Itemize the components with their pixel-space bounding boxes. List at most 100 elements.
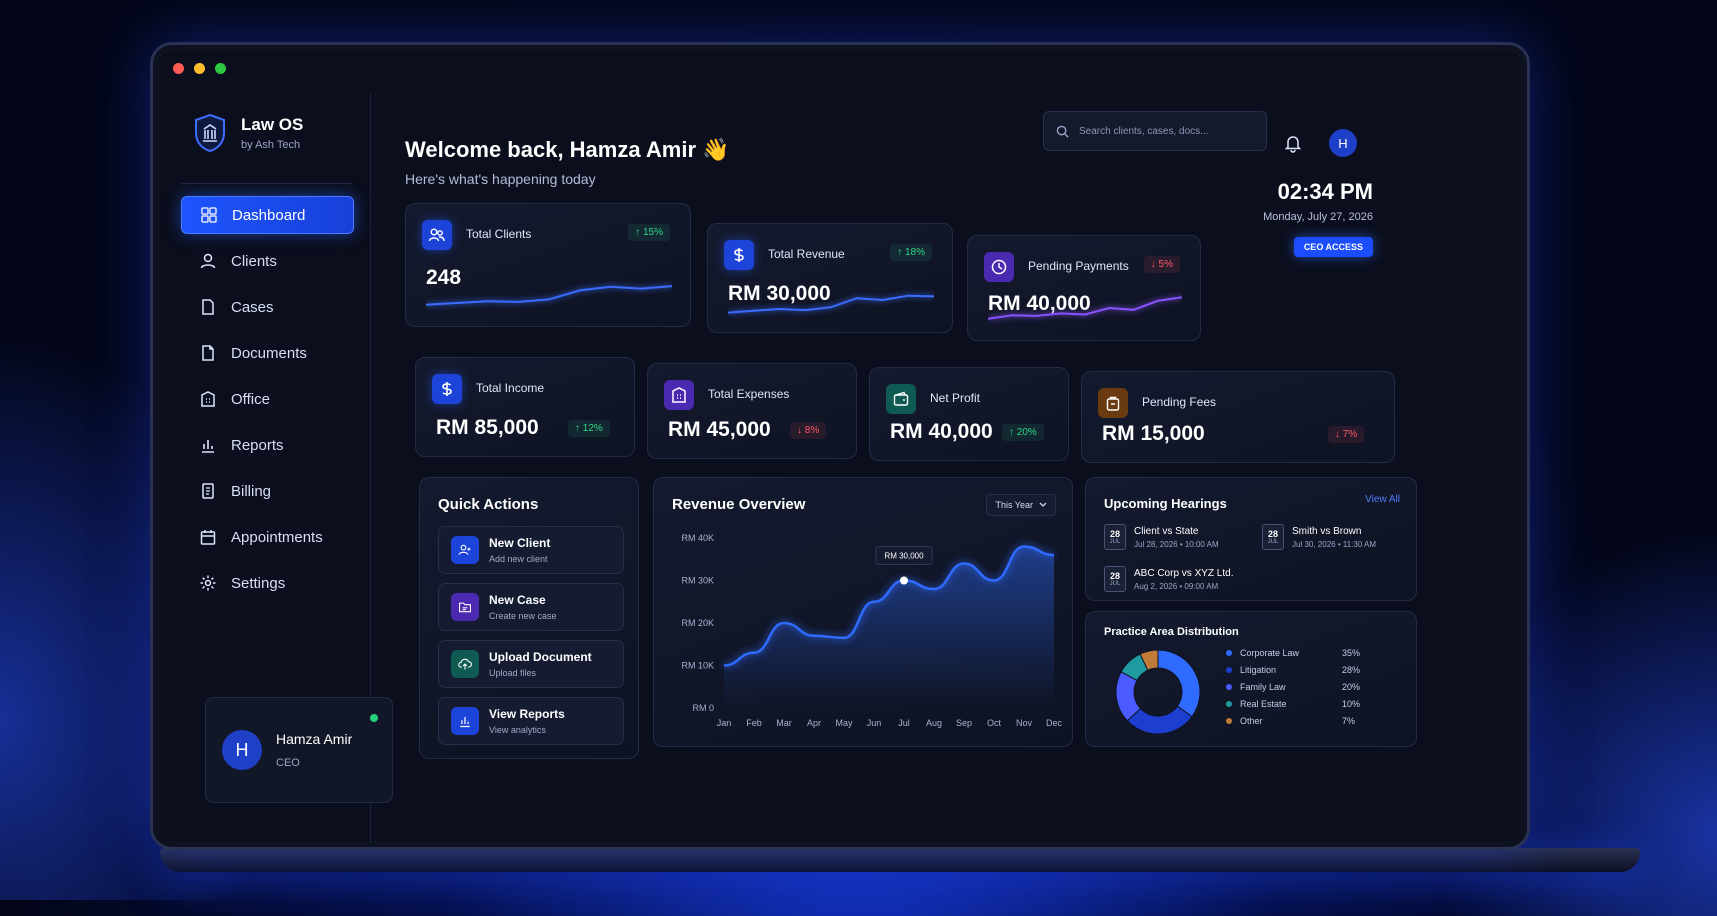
sidebar-item-office[interactable]: Office bbox=[181, 380, 354, 418]
kpi-value: RM 40,000 bbox=[988, 292, 1091, 315]
legend-percent: 20% bbox=[1342, 682, 1361, 692]
building-icon-badge bbox=[664, 380, 694, 410]
kpi-value: RM 85,000 bbox=[436, 416, 539, 439]
access-badge[interactable]: CEO ACCESS bbox=[1293, 237, 1373, 257]
practice-donut-chart bbox=[1115, 649, 1201, 735]
divider bbox=[181, 183, 352, 184]
y-tick-label: RM 30K bbox=[681, 576, 714, 586]
kpi-card-net-profit[interactable]: Net Profit RM 40,000 ↑ 20% bbox=[869, 367, 1069, 461]
avatar: H bbox=[222, 730, 262, 770]
view-all-link[interactable]: View All bbox=[1365, 494, 1400, 505]
hearing-datetime: Jul 28, 2026 • 10:00 AM bbox=[1134, 539, 1219, 549]
hearing-item[interactable]: 28 JUL Smith vs Brown Jul 30, 2026 • 11:30 … bbox=[1262, 524, 1376, 550]
sidebar-item-label: Clients bbox=[231, 252, 277, 270]
app-window: Law OS by Ash Tech Dashboard Clients Cases… bbox=[150, 42, 1530, 850]
sidebar-item-label: Reports bbox=[231, 436, 284, 454]
user-card[interactable]: H Hamza Amir CEO bbox=[205, 697, 393, 803]
sidebar-item-label: Settings bbox=[231, 574, 286, 592]
kpi-card-pending-payments[interactable]: Pending Payments RM 40,000 ↓ 5% bbox=[967, 235, 1201, 341]
quick-action-new-client[interactable]: New Client Add new client bbox=[438, 526, 624, 574]
quick-action-subtitle: Create new case bbox=[489, 611, 557, 621]
kpi-card-total-clients[interactable]: Total Clients 248 ↑ 15% bbox=[405, 203, 691, 327]
revenue-chart: RM 0 RM 10K RM 20K RM 30K RM 40K Jan Feb Mar Apr… bbox=[681, 533, 1063, 728]
legend-label: Litigation bbox=[1240, 665, 1277, 675]
kpi-card-total-income[interactable]: Total Income RM 85,000 ↑ 12% bbox=[415, 357, 635, 457]
donut-slice-corporate-law[interactable] bbox=[1157, 649, 1201, 718]
sidebar-nav: Dashboard Clients Cases Documents Office Repo… bbox=[159, 196, 370, 602]
x-tick-label: Mar bbox=[776, 718, 792, 728]
x-tick-label: Jan bbox=[717, 718, 732, 728]
bag-icon-badge bbox=[1098, 388, 1128, 418]
hearing-item[interactable]: 28 JUL ABC Corp vs XYZ Ltd. Aug 2, 2026 • 0… bbox=[1104, 566, 1233, 592]
quick-action-subtitle: Add new client bbox=[489, 554, 548, 564]
practice-area-panel: Practice Area Distribution Corporate Law… bbox=[1085, 611, 1417, 747]
hearing-datetime: Jul 30, 2026 • 11:30 AM bbox=[1292, 539, 1377, 549]
hearing-title: Client vs State bbox=[1134, 525, 1199, 537]
user-plus-icon bbox=[458, 544, 471, 555]
sidebar-item-reports[interactable]: Reports bbox=[181, 426, 354, 464]
sidebar-item-documents[interactable]: Documents bbox=[181, 334, 354, 372]
sparkline bbox=[426, 285, 672, 306]
close-window-button[interactable] bbox=[173, 63, 184, 74]
revenue-area bbox=[724, 546, 1054, 708]
legend-label: Corporate Law bbox=[1240, 648, 1300, 658]
data-point[interactable] bbox=[900, 576, 908, 585]
sidebar-item-cases[interactable]: Cases bbox=[181, 288, 354, 326]
maximize-window-button[interactable] bbox=[215, 63, 226, 74]
cloud-upload-icon bbox=[458, 658, 472, 670]
kpi-card-total-expenses[interactable]: Total Expenses RM 45,000 ↓ 8% bbox=[647, 363, 857, 459]
kpi-title: Net Profit bbox=[930, 391, 981, 405]
bar-chart-icon bbox=[202, 440, 214, 453]
profile-avatar[interactable]: H bbox=[1329, 129, 1357, 157]
quick-action-label: New Case bbox=[489, 593, 546, 607]
sidebar-item-label: Appointments bbox=[231, 528, 323, 546]
dollar-icon bbox=[734, 248, 744, 262]
sidebar-item-clients[interactable]: Clients bbox=[181, 242, 354, 280]
y-tick-label: RM 20K bbox=[681, 618, 714, 628]
search-icon bbox=[1056, 125, 1069, 138]
wallet-icon bbox=[893, 391, 909, 406]
legend-dot bbox=[1226, 701, 1232, 707]
sidebar-item-label: Office bbox=[231, 390, 270, 408]
search-input[interactable]: Search clients, cases, docs... bbox=[1043, 111, 1267, 151]
legend-dot bbox=[1226, 650, 1232, 656]
window-controls bbox=[173, 63, 226, 74]
legend-percent: 10% bbox=[1342, 699, 1361, 709]
x-tick-label: Dec bbox=[1046, 718, 1063, 728]
folder-icon bbox=[459, 602, 471, 613]
sidebar-item-settings[interactable]: Settings bbox=[181, 564, 354, 602]
kpi-value: 248 bbox=[426, 266, 462, 289]
kpi-card-total-revenue[interactable]: Total Revenue RM 30,000 ↑ 18% bbox=[707, 223, 953, 333]
quick-action-upload-document[interactable]: Upload Document Upload files bbox=[438, 640, 624, 688]
kpi-trend: ↓ 8% bbox=[790, 422, 827, 439]
kpi-card-pending-fees[interactable]: Pending Fees RM 15,000 ↓ 7% bbox=[1081, 371, 1395, 463]
sidebar-item-billing[interactable]: Billing bbox=[181, 472, 354, 510]
hearing-item[interactable]: 28 JUL Client vs State Jul 28, 2026 • 10:00… bbox=[1104, 524, 1219, 550]
quick-action-view-reports[interactable]: View Reports View analytics bbox=[438, 697, 624, 745]
dollar-icon bbox=[442, 382, 452, 396]
kpi-trend: ↓ 7% bbox=[1328, 426, 1365, 443]
quick-action-new-case[interactable]: New Case Create new case bbox=[438, 583, 624, 631]
y-tick-label: RM 40K bbox=[681, 533, 714, 543]
online-status-dot bbox=[370, 714, 378, 722]
user-icon bbox=[200, 253, 216, 269]
brand-subtitle: by Ash Tech bbox=[241, 139, 301, 151]
dollar-icon-badge bbox=[432, 374, 462, 404]
quick-action-icon bbox=[451, 650, 479, 678]
clock-icon bbox=[991, 259, 1007, 275]
y-tick-label: RM 0 bbox=[692, 703, 714, 713]
current-time: 02:34 PM bbox=[1277, 179, 1373, 204]
legend-item: Family Law 20% bbox=[1226, 682, 1426, 692]
period-select[interactable]: This Year bbox=[986, 494, 1056, 516]
dollar-icon-badge bbox=[724, 240, 754, 270]
quick-action-icon bbox=[451, 536, 479, 564]
sidebar-item-dashboard[interactable]: Dashboard bbox=[181, 196, 354, 234]
building-icon bbox=[672, 387, 686, 403]
donut-slice-other[interactable] bbox=[1139, 649, 1159, 671]
sidebar-item-label: Dashboard bbox=[232, 206, 306, 224]
kpi-trend: ↑ 15% bbox=[628, 224, 670, 241]
minimize-window-button[interactable] bbox=[194, 63, 205, 74]
bell-icon[interactable] bbox=[1283, 133, 1303, 153]
sidebar-item-appointments[interactable]: Appointments bbox=[181, 518, 354, 556]
page-title: Welcome back, Hamza Amir 👋 bbox=[405, 137, 730, 162]
